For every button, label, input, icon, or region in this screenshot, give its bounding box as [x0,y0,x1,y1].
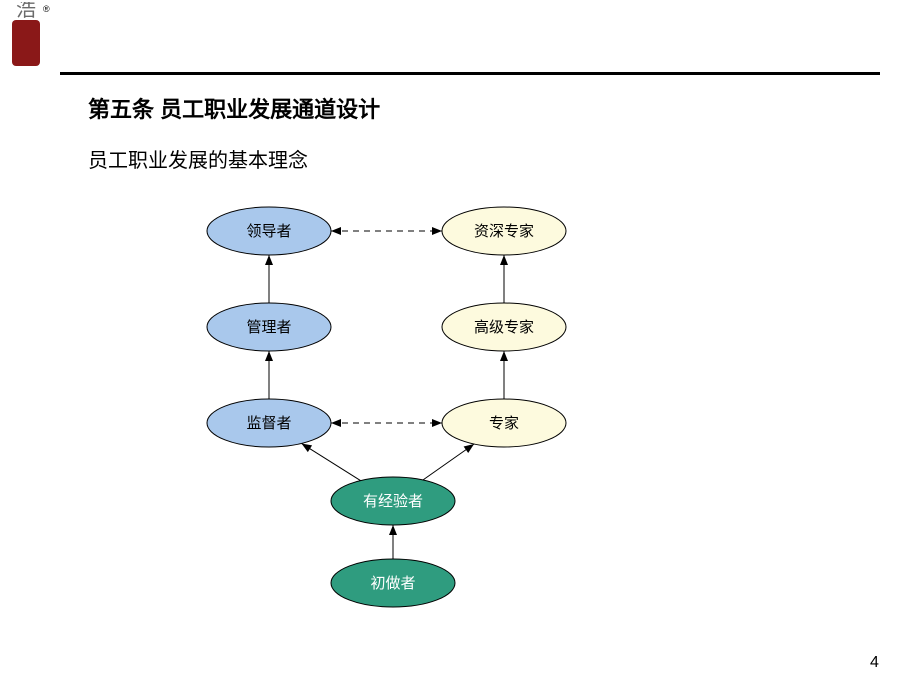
node-label: 资深专家 [474,223,534,240]
node-beginner: 初做者 [331,559,455,607]
node-experienced: 有经验者 [331,477,455,525]
node-label: 领导者 [246,223,291,240]
edge [301,443,360,480]
node-label: 初做者 [370,575,415,592]
node-label: 监督者 [246,415,291,432]
node-expert: 专家 [442,399,566,447]
node-supervisor: 监督者 [207,399,331,447]
node-manager: 管理者 [207,303,331,351]
node-adv_exp: 高级专家 [442,303,566,351]
node-label: 专家 [489,415,519,432]
node-label: 有经验者 [363,493,423,510]
career-path-diagram: 领导者 资深专家管理者 高级专家监督者 专家有经验者初做者 [0,0,920,690]
node-leader: 领导者 [207,207,331,255]
node-senior_exp: 资深专家 [442,207,566,255]
node-label: 管理者 [246,319,291,336]
node-label: 高级专家 [474,319,534,336]
